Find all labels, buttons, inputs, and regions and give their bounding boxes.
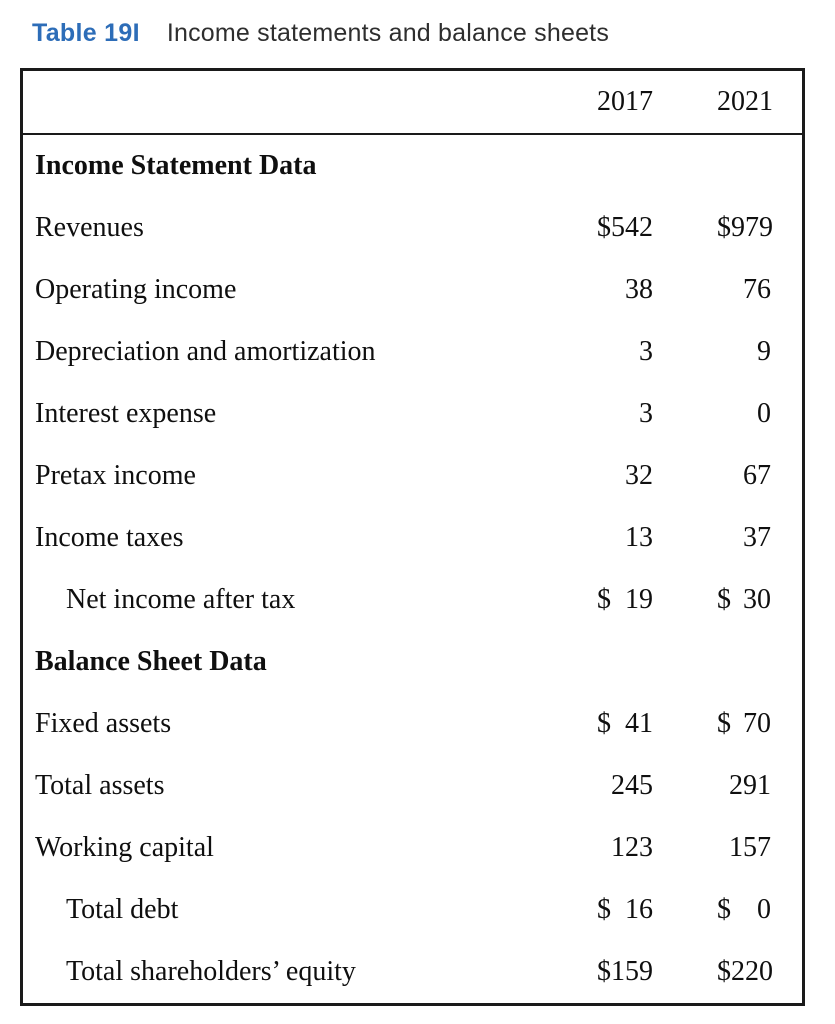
table-row: Working capital 123 157: [23, 817, 802, 879]
value-cell-2017: $159: [597, 956, 653, 988]
value-cell-2021: 157: [717, 832, 771, 864]
row-label: Revenues: [35, 212, 144, 243]
value-2021: 9: [757, 336, 771, 367]
dollar-sign: $: [717, 894, 731, 925]
value-2021: 220: [731, 956, 773, 987]
value-2021: 291: [729, 770, 771, 801]
table-row: Fixed assets $41 $70: [23, 693, 802, 755]
dollar-sign: $: [597, 584, 611, 615]
value-cell-2021: 37: [717, 522, 771, 554]
value-cell-2017: 32: [597, 460, 653, 492]
dollar-sign: $: [717, 584, 731, 615]
value-2021: 157: [729, 832, 771, 863]
value-2021: 67: [743, 460, 771, 491]
row-label: Working capital: [35, 832, 214, 863]
value-2021: 0: [757, 894, 771, 925]
value-cell-2017: 13: [597, 522, 653, 554]
value-cell-2017: $16: [597, 894, 653, 926]
year-2021-label: 2021: [717, 86, 773, 117]
value-cell-2021: 76: [717, 274, 771, 306]
income-balance-table: 2017 2021 Income Statement Data Revenues…: [20, 68, 805, 1006]
value-cell-2021: $979: [717, 212, 773, 244]
row-label: Operating income: [35, 274, 237, 305]
row-label: Net income after tax: [66, 584, 296, 615]
table-row: Income taxes 13 37: [23, 507, 802, 569]
table-row: Operating income 38 76: [23, 259, 802, 321]
row-label: Depreciation and amortization: [35, 336, 376, 367]
row-label: Total debt: [66, 894, 179, 925]
value-2021: 37: [743, 522, 771, 553]
row-label: Total assets: [35, 770, 165, 801]
row-label: Income taxes: [35, 522, 184, 553]
value-cell-2021: 67: [717, 460, 771, 492]
value-2017: 542: [611, 212, 653, 243]
row-label: Interest expense: [35, 398, 217, 429]
value-cell-2021: $70: [717, 708, 771, 740]
value-2017: 245: [611, 770, 653, 801]
table-row-section: Income Statement Data: [23, 135, 802, 197]
table-row: Depreciation and amortization 3 9: [23, 321, 802, 383]
value-2017: 32: [625, 460, 653, 491]
dollar-sign: $: [597, 212, 611, 243]
table-row: Revenues $542 $979: [23, 197, 802, 259]
table-row: Total assets 245 291: [23, 755, 802, 817]
dollar-sign: $: [717, 956, 731, 987]
value-2017: 16: [625, 894, 653, 925]
value-2017: 123: [611, 832, 653, 863]
value-cell-2017: 3: [597, 336, 653, 368]
value-cell-2021: $0: [717, 894, 771, 926]
value-2021: 70: [743, 708, 771, 739]
table-header-row: 2017 2021: [23, 71, 802, 135]
table-row: Pretax income 32 67: [23, 445, 802, 507]
table-row: Total debt $16 $0: [23, 879, 802, 941]
value-cell-2021: 9: [717, 336, 771, 368]
value-2021: 979: [731, 212, 773, 243]
section-label: Income Statement Data: [35, 150, 317, 181]
row-label: Fixed assets: [35, 708, 172, 739]
table-title-text: Income statements and balance sheets: [166, 19, 610, 47]
table-number-label: Table 19I: [32, 19, 140, 47]
year-column-header-2021: 2021: [717, 86, 773, 118]
dollar-sign: $: [717, 708, 731, 739]
table-row: Total shareholders’ equity $159 $220: [23, 941, 802, 1003]
value-2021: 76: [743, 274, 771, 305]
table-caption: Table 19I Income statements and balance …: [32, 18, 609, 48]
dollar-sign: $: [597, 894, 611, 925]
year-2017-label: 2017: [597, 86, 653, 117]
value-cell-2021: 0: [717, 398, 771, 430]
value-cell-2017: 38: [597, 274, 653, 306]
value-2017: 3: [639, 336, 653, 367]
row-label: Total shareholders’ equity: [66, 956, 356, 987]
value-cell-2017: 245: [597, 770, 653, 802]
value-cell-2017: $542: [597, 212, 653, 244]
value-2021: 30: [743, 584, 771, 615]
value-2017: 3: [639, 398, 653, 429]
dollar-sign: $: [717, 212, 731, 243]
dollar-sign: $: [597, 708, 611, 739]
value-2017: 159: [611, 956, 653, 987]
value-2021: 0: [757, 398, 771, 429]
value-cell-2017: 3: [597, 398, 653, 430]
table-row: Interest expense 3 0: [23, 383, 802, 445]
year-column-header-2017: 2017: [597, 86, 653, 118]
value-2017: 38: [625, 274, 653, 305]
value-2017: 19: [625, 584, 653, 615]
value-cell-2021: $220: [717, 956, 773, 988]
value-2017: 41: [625, 708, 653, 739]
value-2017: 13: [625, 522, 653, 553]
dollar-sign: $: [597, 956, 611, 987]
value-cell-2017: 123: [597, 832, 653, 864]
table-row-section: Balance Sheet Data: [23, 631, 802, 693]
value-cell-2021: 291: [717, 770, 771, 802]
table-row: Net income after tax $19 $30: [23, 569, 802, 631]
section-label: Balance Sheet Data: [35, 646, 267, 677]
value-cell-2017: $41: [597, 708, 653, 740]
row-label: Pretax income: [35, 460, 196, 491]
value-cell-2017: $19: [597, 584, 653, 616]
value-cell-2021: $30: [717, 584, 771, 616]
